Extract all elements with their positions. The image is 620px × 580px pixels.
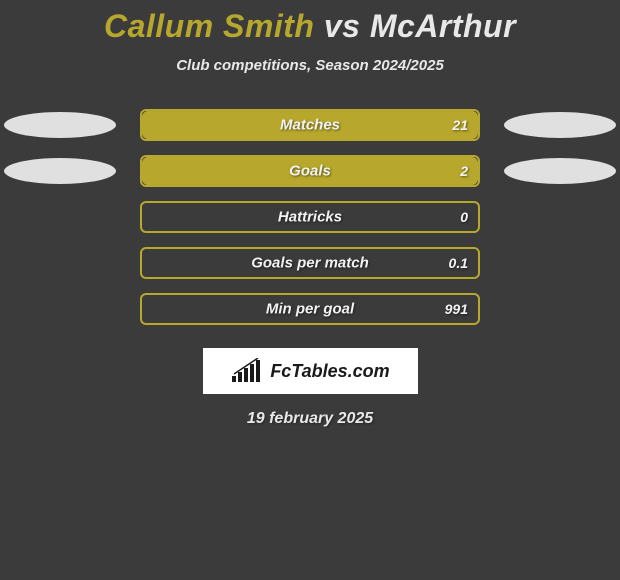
ellipse-marker-right <box>504 158 616 184</box>
stat-label: Min per goal <box>266 301 354 318</box>
stat-label: Goals <box>289 163 331 180</box>
stat-bar: Min per goal 991 <box>140 293 480 325</box>
player1-name: Callum Smith <box>104 8 314 44</box>
subtitle: Club competitions, Season 2024/2025 <box>0 57 620 74</box>
stats-bars-area: Matches 21 Goals 2 Hattricks 0 Goals per match… <box>0 102 620 332</box>
stat-value: 2 <box>460 163 468 179</box>
stat-row: Goals per match 0.1 <box>0 240 620 286</box>
stat-label: Goals per match <box>251 255 369 272</box>
stat-row: Matches 21 <box>0 102 620 148</box>
stat-label: Matches <box>280 117 340 134</box>
bar-chart-icon <box>230 358 264 384</box>
ellipse-marker-right <box>504 112 616 138</box>
stat-value: 991 <box>445 301 468 317</box>
ellipse-marker-left <box>4 158 116 184</box>
stat-label: Hattricks <box>278 209 342 226</box>
logo-text: FcTables.com <box>270 361 389 382</box>
stat-value: 0 <box>460 209 468 225</box>
stat-value: 21 <box>452 117 468 133</box>
stat-value: 0.1 <box>449 255 468 271</box>
stat-bar: Goals 2 <box>140 155 480 187</box>
stat-row: Min per goal 991 <box>0 286 620 332</box>
player2-name: McArthur <box>370 8 516 44</box>
vs-text: vs <box>324 8 361 44</box>
stat-row: Goals 2 <box>0 148 620 194</box>
stat-bar: Matches 21 <box>140 109 480 141</box>
comparison-title: Callum Smith vs McArthur <box>0 0 620 45</box>
stat-bar: Hattricks 0 <box>140 201 480 233</box>
stat-row: Hattricks 0 <box>0 194 620 240</box>
stat-bar: Goals per match 0.1 <box>140 247 480 279</box>
ellipse-marker-left <box>4 112 116 138</box>
logo-box: FcTables.com <box>203 348 418 394</box>
date-text: 19 february 2025 <box>0 410 620 428</box>
